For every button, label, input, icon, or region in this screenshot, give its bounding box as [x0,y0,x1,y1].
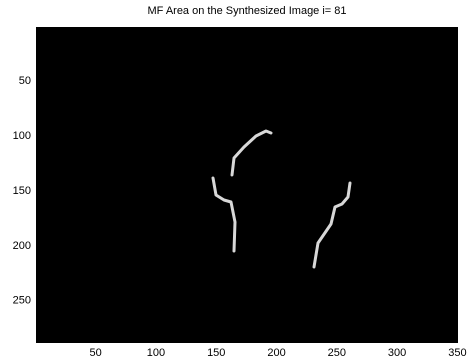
x-tick-label: 300 [388,347,406,359]
x-tick-label: 350 [448,347,466,359]
y-tick-label: 200 [13,240,31,252]
figure: MF Area on the Synthesized Image i= 81 5… [0,0,467,362]
y-tick-label: 250 [13,295,31,307]
x-tick-label: 150 [207,347,225,359]
image-area [36,27,458,343]
x-tick-label: 100 [147,347,165,359]
y-tick-label: 100 [13,130,31,142]
x-tick-label: 50 [90,347,102,359]
y-tick-label: 150 [13,185,31,197]
y-tick-label: 50 [19,75,31,87]
x-tick-label: 200 [267,347,285,359]
chart-title: MF Area on the Synthesized Image i= 81 [147,5,346,17]
x-tick-label: 250 [328,347,346,359]
